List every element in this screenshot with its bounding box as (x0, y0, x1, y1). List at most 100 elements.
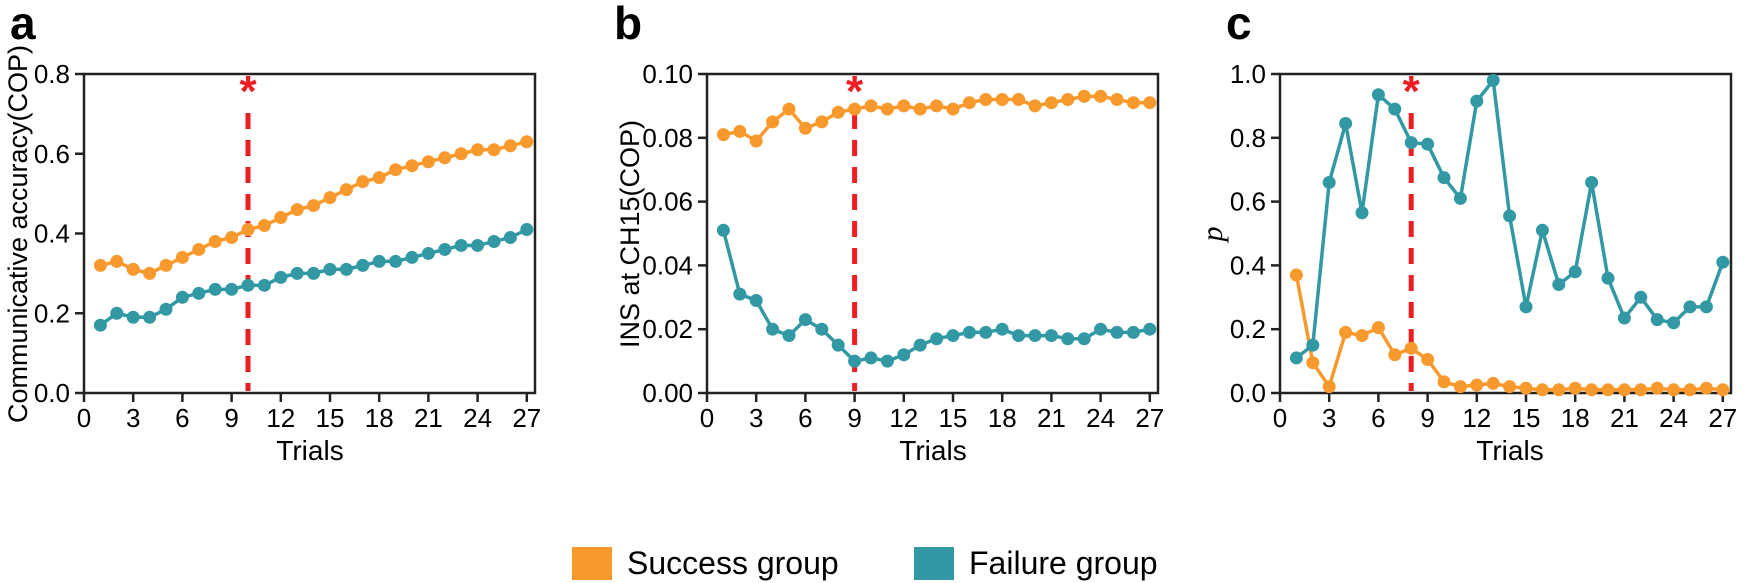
data-point-failure (257, 278, 271, 292)
x-tick-label: 0 (700, 403, 714, 433)
y-tick-label: 0.2 (34, 298, 70, 328)
x-tick-label: 0 (1273, 403, 1287, 433)
data-point-success (749, 134, 763, 148)
x-tick-label: 18 (1561, 403, 1590, 433)
legend-label-success-group: Success group (627, 545, 839, 581)
data-point-success (159, 258, 173, 272)
panel-a-x-axis-title: Trials (276, 435, 344, 466)
data-point-success (1552, 383, 1566, 397)
data-point-failure (389, 254, 403, 268)
y-tick-label: 0.4 (34, 219, 70, 249)
data-point-success (438, 151, 452, 165)
legend-item-failure-group: Failure group (914, 545, 1158, 582)
panel-a-y-axis-title: Communicative accuracy(COP) (3, 44, 33, 424)
data-point-success (1683, 383, 1697, 397)
data-point-success (1339, 325, 1353, 339)
data-point-failure (1437, 171, 1451, 185)
data-point-failure (438, 242, 452, 256)
data-point-success (1470, 378, 1484, 392)
data-point-success (208, 234, 222, 248)
data-point-success (487, 143, 501, 157)
data-point-success (946, 102, 960, 116)
data-point-failure (143, 310, 157, 324)
data-point-failure (1388, 102, 1402, 116)
data-point-failure (962, 325, 976, 339)
x-tick-label: 6 (798, 403, 812, 433)
data-point-failure (1601, 271, 1615, 285)
data-point-failure (815, 322, 829, 336)
panel-b-x-axis-title: Trials (899, 435, 967, 466)
data-point-success (1388, 348, 1402, 362)
data-point-success (716, 128, 730, 142)
data-point-success (307, 199, 321, 213)
legend-swatch-success-group (572, 547, 612, 580)
data-point-success (1503, 380, 1517, 394)
data-point-success (815, 115, 829, 129)
y-tick-label: 0.00 (642, 378, 693, 408)
data-point-success (1535, 383, 1549, 397)
data-point-failure (1470, 94, 1484, 108)
y-tick-label: 0.08 (642, 123, 693, 153)
data-point-failure (1044, 329, 1058, 343)
data-point-failure (1077, 332, 1091, 346)
data-point-failure (1339, 116, 1353, 130)
y-tick-label: 0.06 (642, 187, 693, 217)
data-point-failure (1061, 332, 1075, 346)
data-point-success (143, 266, 157, 280)
data-point-failure (766, 322, 780, 336)
data-point-failure (1667, 316, 1681, 330)
x-tick-label: 12 (889, 403, 918, 433)
significance-asterisk: * (846, 67, 864, 116)
data-point-failure (1617, 311, 1631, 325)
x-tick-label: 21 (1037, 403, 1066, 433)
x-tick-label: 9 (224, 403, 238, 433)
data-point-failure (1486, 73, 1500, 87)
data-point-failure (798, 313, 812, 327)
y-tick-label: 0.8 (34, 59, 70, 89)
data-point-failure (1322, 175, 1336, 189)
data-point-failure (1143, 322, 1157, 336)
panel-a-chart: 0.0 0.2 0.4 0.6 0.8 0 3 6 9 12 15 18 21 24 27 * (34, 59, 541, 433)
x-tick-label: 6 (175, 403, 189, 433)
data-point-success (454, 147, 468, 161)
data-point-failure (897, 348, 911, 362)
data-point-failure (241, 278, 255, 292)
data-point-failure (1519, 300, 1533, 314)
legend-swatch-failure-group (914, 547, 954, 580)
data-point-success (864, 99, 878, 113)
data-point-success (979, 93, 993, 107)
data-point-failure (208, 282, 222, 296)
data-point-success (1143, 96, 1157, 110)
data-point-success (1568, 381, 1582, 395)
data-point-failure (520, 223, 534, 237)
data-point-success (1110, 93, 1124, 107)
data-point-failure (290, 266, 304, 280)
data-point-success (1355, 329, 1369, 343)
data-point-failure (946, 329, 960, 343)
data-point-failure (1535, 223, 1549, 237)
data-point-success (798, 121, 812, 135)
data-point-success (1453, 380, 1467, 394)
x-tick-label: 24 (1086, 403, 1115, 433)
data-point-success (1094, 89, 1108, 103)
data-point-failure (995, 322, 1009, 336)
y-tick-label: 1.0 (1230, 59, 1266, 89)
data-point-failure (421, 246, 435, 260)
data-point-failure (1306, 338, 1320, 352)
data-point-failure (274, 270, 288, 284)
data-point-success (421, 155, 435, 169)
data-point-success (897, 99, 911, 113)
x-tick-label: 12 (1462, 403, 1491, 433)
data-point-failure (1012, 329, 1026, 343)
data-point-success (110, 254, 124, 268)
x-tick-label: 15 (316, 403, 345, 433)
data-point-failure (307, 266, 321, 280)
data-point-success (503, 139, 517, 153)
data-point-failure (1355, 206, 1369, 220)
x-tick-label: 27 (1708, 403, 1737, 433)
y-tick-label: 0.04 (642, 250, 693, 280)
x-tick-label: 24 (463, 403, 492, 433)
data-point-failure (1683, 300, 1697, 314)
data-point-failure (192, 286, 206, 300)
